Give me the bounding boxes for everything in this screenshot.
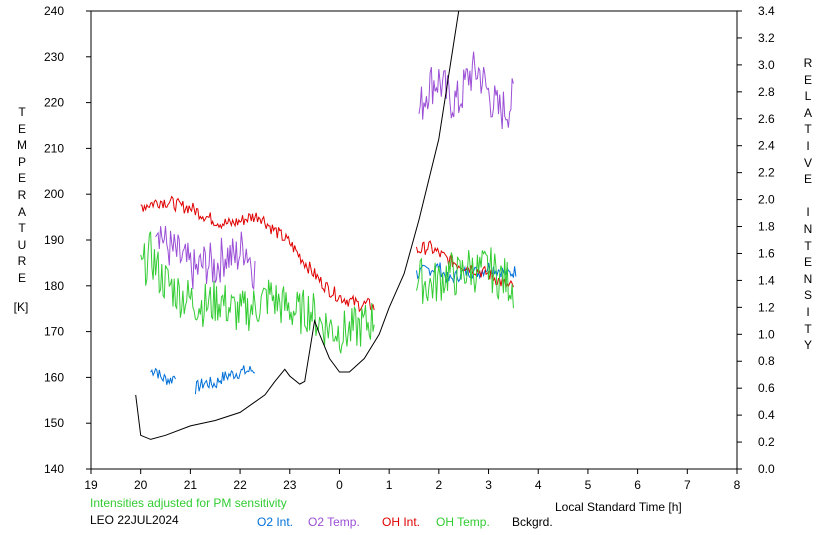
axis-label-char: T [804, 122, 812, 137]
y-left-tick-label: 200 [44, 187, 64, 201]
y-right-tick-label: 3.2 [758, 31, 775, 45]
axis-label-char: U [17, 237, 27, 252]
pm-sensitivity-note: Intensities adjusted for PM sensitivity [90, 496, 287, 510]
y-right-tick-label: 1.0 [758, 327, 775, 341]
y-left-tick-label: 160 [44, 370, 64, 384]
axis-label-char [797, 188, 819, 205]
axis-label-char: M [17, 138, 27, 153]
axis-label-char: L [804, 89, 812, 104]
y-left-tick-label: 190 [44, 233, 64, 247]
y-left-tick-label: 210 [44, 141, 64, 155]
axis-label-char: S [803, 288, 812, 303]
axis-label-char: T [804, 238, 812, 253]
legend-item: Bckgrd. [512, 515, 553, 529]
x-tick-label: 0 [336, 478, 343, 492]
y-axis-left-unit: [K] [13, 300, 29, 314]
y-right-tick-label: 2.4 [758, 139, 775, 153]
y-right-tick-label: 1.8 [758, 220, 775, 234]
series-line [150, 367, 176, 386]
axis-label-char: N [803, 221, 813, 236]
x-tick-label: 3 [485, 478, 492, 492]
y-right-tick-label: 2.6 [758, 112, 775, 126]
y-left-tick-label: 220 [44, 96, 64, 110]
axis-label-char: N [803, 271, 813, 286]
legend: O2 Int. O2 Temp. OH Int. OH Temp. Bckgrd. [257, 515, 553, 529]
series-line [416, 247, 514, 309]
axis-label-char: R [17, 254, 27, 269]
x-tick-label: 20 [134, 478, 148, 492]
legend-item: O2 Temp. [308, 515, 360, 529]
series-line [135, 11, 514, 440]
axes: 19 20 21 22 23 0 1 2 3 4 5 6 7 8140150160170180190200… [44, 4, 775, 492]
plot-frame [90, 10, 738, 470]
legend-item: OH Int. [382, 515, 420, 529]
x-tick-label: 22 [233, 478, 247, 492]
axis-label-char: Y [803, 338, 812, 353]
series-line [140, 231, 375, 354]
x-tick-label: 4 [535, 478, 542, 492]
x-tick-label: 23 [283, 478, 297, 492]
axis-label-char: V [803, 155, 812, 170]
axis-label-char: E [803, 172, 812, 187]
series-line [418, 51, 514, 130]
y-right-tick-label: 1.6 [758, 246, 775, 260]
series-line [155, 225, 256, 291]
y-right-tick-label: 1.2 [758, 300, 775, 314]
axis-label-char: R [17, 187, 27, 202]
y-right-tick-label: 3.0 [758, 58, 775, 72]
legend-item: O2 Int. [257, 515, 293, 529]
y-right-tick-label: 3.4 [758, 4, 775, 18]
x-tick-label: 2 [436, 478, 443, 492]
y-right-tick-label: 2.2 [758, 166, 775, 180]
axis-label-char: T [18, 221, 26, 236]
y-right-tick-label: 0.2 [758, 435, 775, 449]
x-tick-label: 6 [634, 478, 641, 492]
axis-label-char: A [803, 105, 812, 120]
axis-label-char: R [803, 56, 813, 70]
x-tick-label: 1 [386, 478, 393, 492]
axis-label-char: I [806, 304, 810, 319]
y-right-tick-label: 0.6 [758, 381, 775, 395]
x-tick-label: 8 [734, 478, 741, 492]
series-line [416, 262, 517, 283]
series-line [140, 195, 375, 313]
y-right-tick-label: 0.8 [758, 354, 775, 368]
y-right-tick-label: 0.4 [758, 408, 775, 422]
axis-label-char: I [806, 138, 810, 153]
axis-label-char: E [17, 270, 26, 285]
y-left-tick-label: 180 [44, 279, 64, 293]
station-date: LEO 22JUL2024 [90, 513, 179, 527]
x-tick-label: 7 [684, 478, 691, 492]
x-axis-label: Local Standard Time [h] [555, 500, 682, 514]
y-right-tick-label: 2.0 [758, 193, 775, 207]
legend-item: OH Temp. [436, 515, 490, 529]
y-left-tick-label: 150 [44, 416, 64, 430]
axis-label-char: I [806, 205, 810, 220]
x-tick-label: 5 [585, 478, 592, 492]
y-left-tick-label: 230 [44, 50, 64, 64]
y-left-tick-label: 240 [44, 4, 64, 18]
x-tick-label: 21 [184, 478, 198, 492]
axis-label-char: E [803, 255, 812, 270]
axis-label-char: T [18, 105, 26, 119]
axis-label-char: T [804, 321, 812, 336]
y-right-tick-label: 0.0 [758, 462, 775, 476]
plot-area [135, 11, 517, 440]
axis-label-char: E [17, 171, 26, 186]
y-right-tick-label: 1.4 [758, 273, 775, 287]
y-right-tick-label: 2.8 [758, 85, 775, 99]
axis-label-char: E [803, 72, 812, 87]
axis-label-char: A [17, 204, 26, 219]
axis-label-char: E [17, 121, 26, 136]
series-line [194, 365, 256, 395]
axis-label-char: P [17, 154, 26, 169]
y-left-tick-label: 170 [44, 325, 64, 339]
x-tick-label: 19 [84, 478, 98, 492]
y-left-tick-label: 140 [44, 462, 64, 476]
